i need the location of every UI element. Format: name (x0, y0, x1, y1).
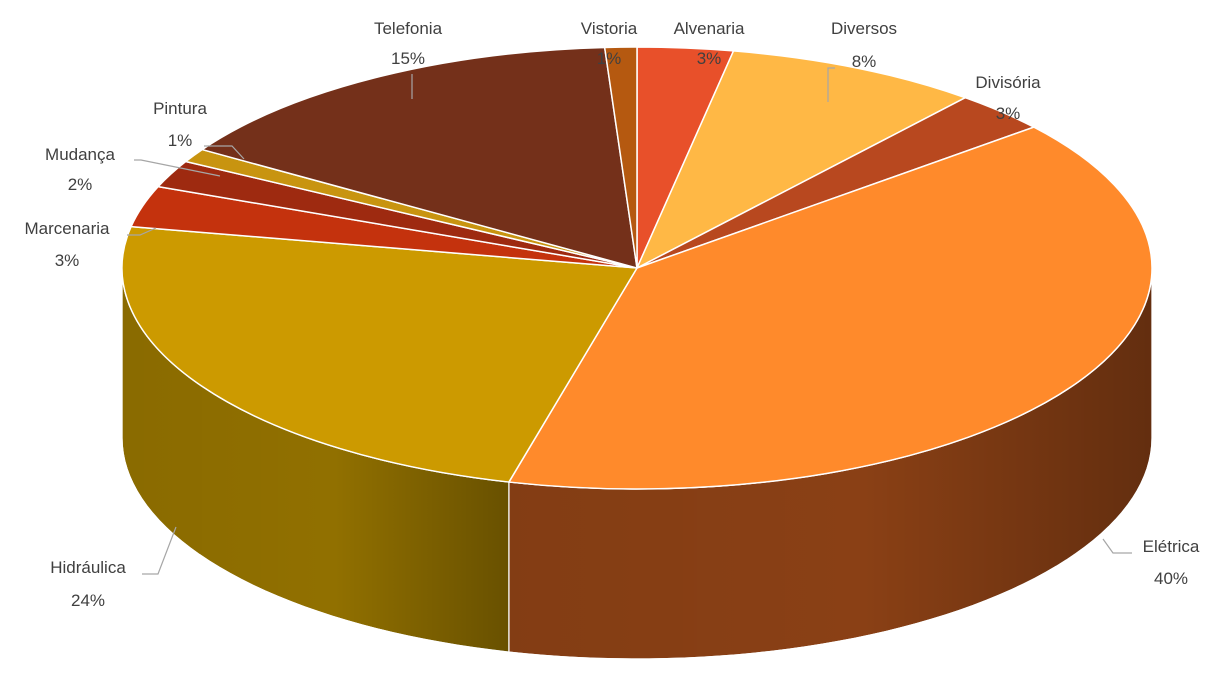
label-name-marcenaria: Marcenaria (24, 219, 110, 238)
label-value-alvenaria: 3% (697, 49, 722, 68)
label-name-mudanca: Mudança (45, 145, 115, 164)
label-name-pintura: Pintura (153, 99, 207, 118)
label-name-eletrica: Elétrica (1143, 537, 1200, 556)
leader-lines (127, 67, 1132, 575)
leader-line-marcenaria (127, 227, 157, 236)
slice-telefonia (201, 46, 638, 269)
label-name-divisoria: Divisória (975, 73, 1041, 92)
label-value-vistoria: 1% (597, 49, 622, 68)
label-name-alvenaria: Alvenaria (674, 19, 745, 38)
label-value-mudanca: 2% (68, 175, 93, 194)
label-value-telefonia: 15% (391, 49, 425, 68)
slice-vistoria (603, 46, 638, 269)
leader-line-eletrica (1102, 538, 1132, 554)
slice-eletrica (508, 126, 1153, 490)
label-name-vistoria: Vistoria (581, 19, 638, 38)
label-name-hidraulica: Hidráulica (50, 558, 126, 577)
label-name-telefonia: Telefonia (374, 19, 443, 38)
label-value-divisoria: 3% (996, 104, 1021, 123)
label-value-marcenaria: 3% (55, 251, 80, 270)
pie-slices (121, 46, 1153, 490)
label-name-diversos: Diversos (831, 19, 897, 38)
label-value-diversos: 8% (852, 52, 877, 71)
pie-sides (121, 267, 1153, 660)
label-value-hidraulica: 24% (71, 591, 105, 610)
slice-diversos (636, 50, 967, 269)
leader-line-diversos (827, 67, 835, 102)
data-labels: Alvenaria 3% Diversos 8% Divisória 3% Elétrica… (24, 19, 1199, 610)
label-value-eletrica: 40% (1154, 569, 1188, 588)
label-value-pintura: 1% (168, 131, 193, 150)
leader-line-mudanca (134, 159, 221, 177)
leader-line-pintura (204, 145, 245, 160)
leader-line-hidraulica (142, 526, 177, 575)
slice-hidraulica (121, 225, 638, 483)
